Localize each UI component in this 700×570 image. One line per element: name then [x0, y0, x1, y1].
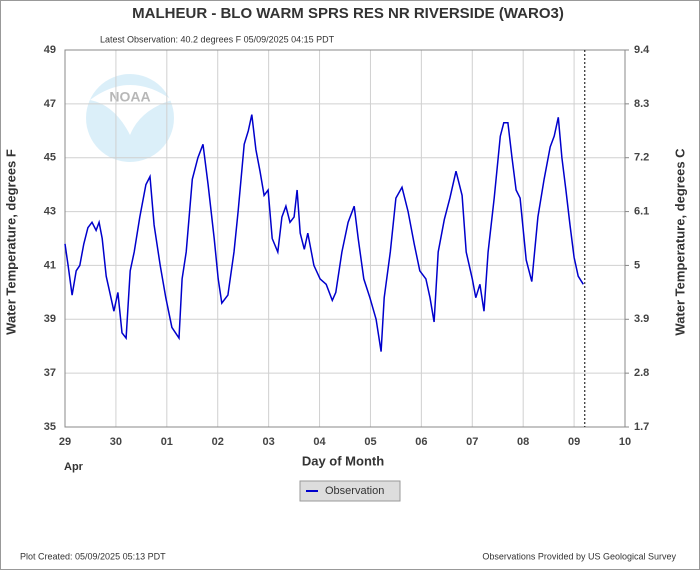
- x-tick-label: 07: [466, 436, 478, 448]
- footer-left: Plot Created: 05/09/2025 05:13 PDT: [20, 551, 166, 561]
- y2-tick-label: 2.8: [634, 367, 649, 379]
- y2-tick-label: 7.2: [634, 152, 649, 164]
- x-tick-label: 02: [212, 436, 224, 448]
- x-tick-label: 29: [59, 436, 71, 448]
- y2-tick-label: 9.4: [634, 44, 650, 56]
- data-line: [64, 114, 584, 352]
- y-tick-label: 41: [44, 259, 56, 271]
- x-tick-label: 04: [313, 436, 326, 448]
- y2-axis-label: Water Temperature, degrees C: [672, 148, 687, 336]
- x-tick-label: 08: [517, 436, 529, 448]
- watermark-logo: NOAA: [86, 74, 174, 162]
- legend-box: [299, 480, 401, 502]
- y2-tick-label: 5: [634, 259, 640, 271]
- y-axis-label: Water Temperature, degrees F: [3, 149, 18, 335]
- legend-label: Observation: [325, 485, 384, 497]
- legend: Observation: [299, 480, 401, 502]
- chart-title: MALHEUR - BLO WARM SPRS RES NR RIVERSIDE…: [132, 5, 564, 22]
- logo-bird: [90, 85, 172, 135]
- x-tick-label: 06: [415, 436, 427, 448]
- logo-circle: [86, 74, 174, 162]
- y2-tick-label: 3.9: [634, 313, 649, 325]
- plot-border: [64, 49, 626, 428]
- watermark-text: NOAA: [109, 89, 150, 105]
- x-tick-label: 10: [619, 436, 631, 448]
- x-tick-label: 05: [364, 436, 376, 448]
- y-tick-label: 35: [44, 421, 56, 433]
- footer-right: Observations Provided by US Geological S…: [482, 551, 676, 561]
- x-tick-label: 09: [568, 436, 580, 448]
- subtitle: Latest Observation: 40.2 degrees F 05/09…: [100, 34, 335, 44]
- y-tick-label: 45: [44, 152, 56, 164]
- y-tick-label: 49: [44, 44, 56, 56]
- x-tick-label: 01: [161, 436, 173, 448]
- y2-tick-label: 6.1: [634, 205, 649, 217]
- y2-tick-label: 1.7: [634, 421, 649, 433]
- x-tick-label: 03: [263, 436, 275, 448]
- y-tick-label: 39: [44, 313, 56, 325]
- y-tick-label: 47: [44, 98, 56, 110]
- y-tick-label: 43: [44, 205, 56, 217]
- x-tick-label: 30: [110, 436, 122, 448]
- y2-tick-label: 8.3: [634, 98, 649, 110]
- x-axis-label: Day of Month: [302, 453, 384, 468]
- y-tick-label: 37: [44, 367, 56, 379]
- x-month-label: Apr: [64, 461, 84, 473]
